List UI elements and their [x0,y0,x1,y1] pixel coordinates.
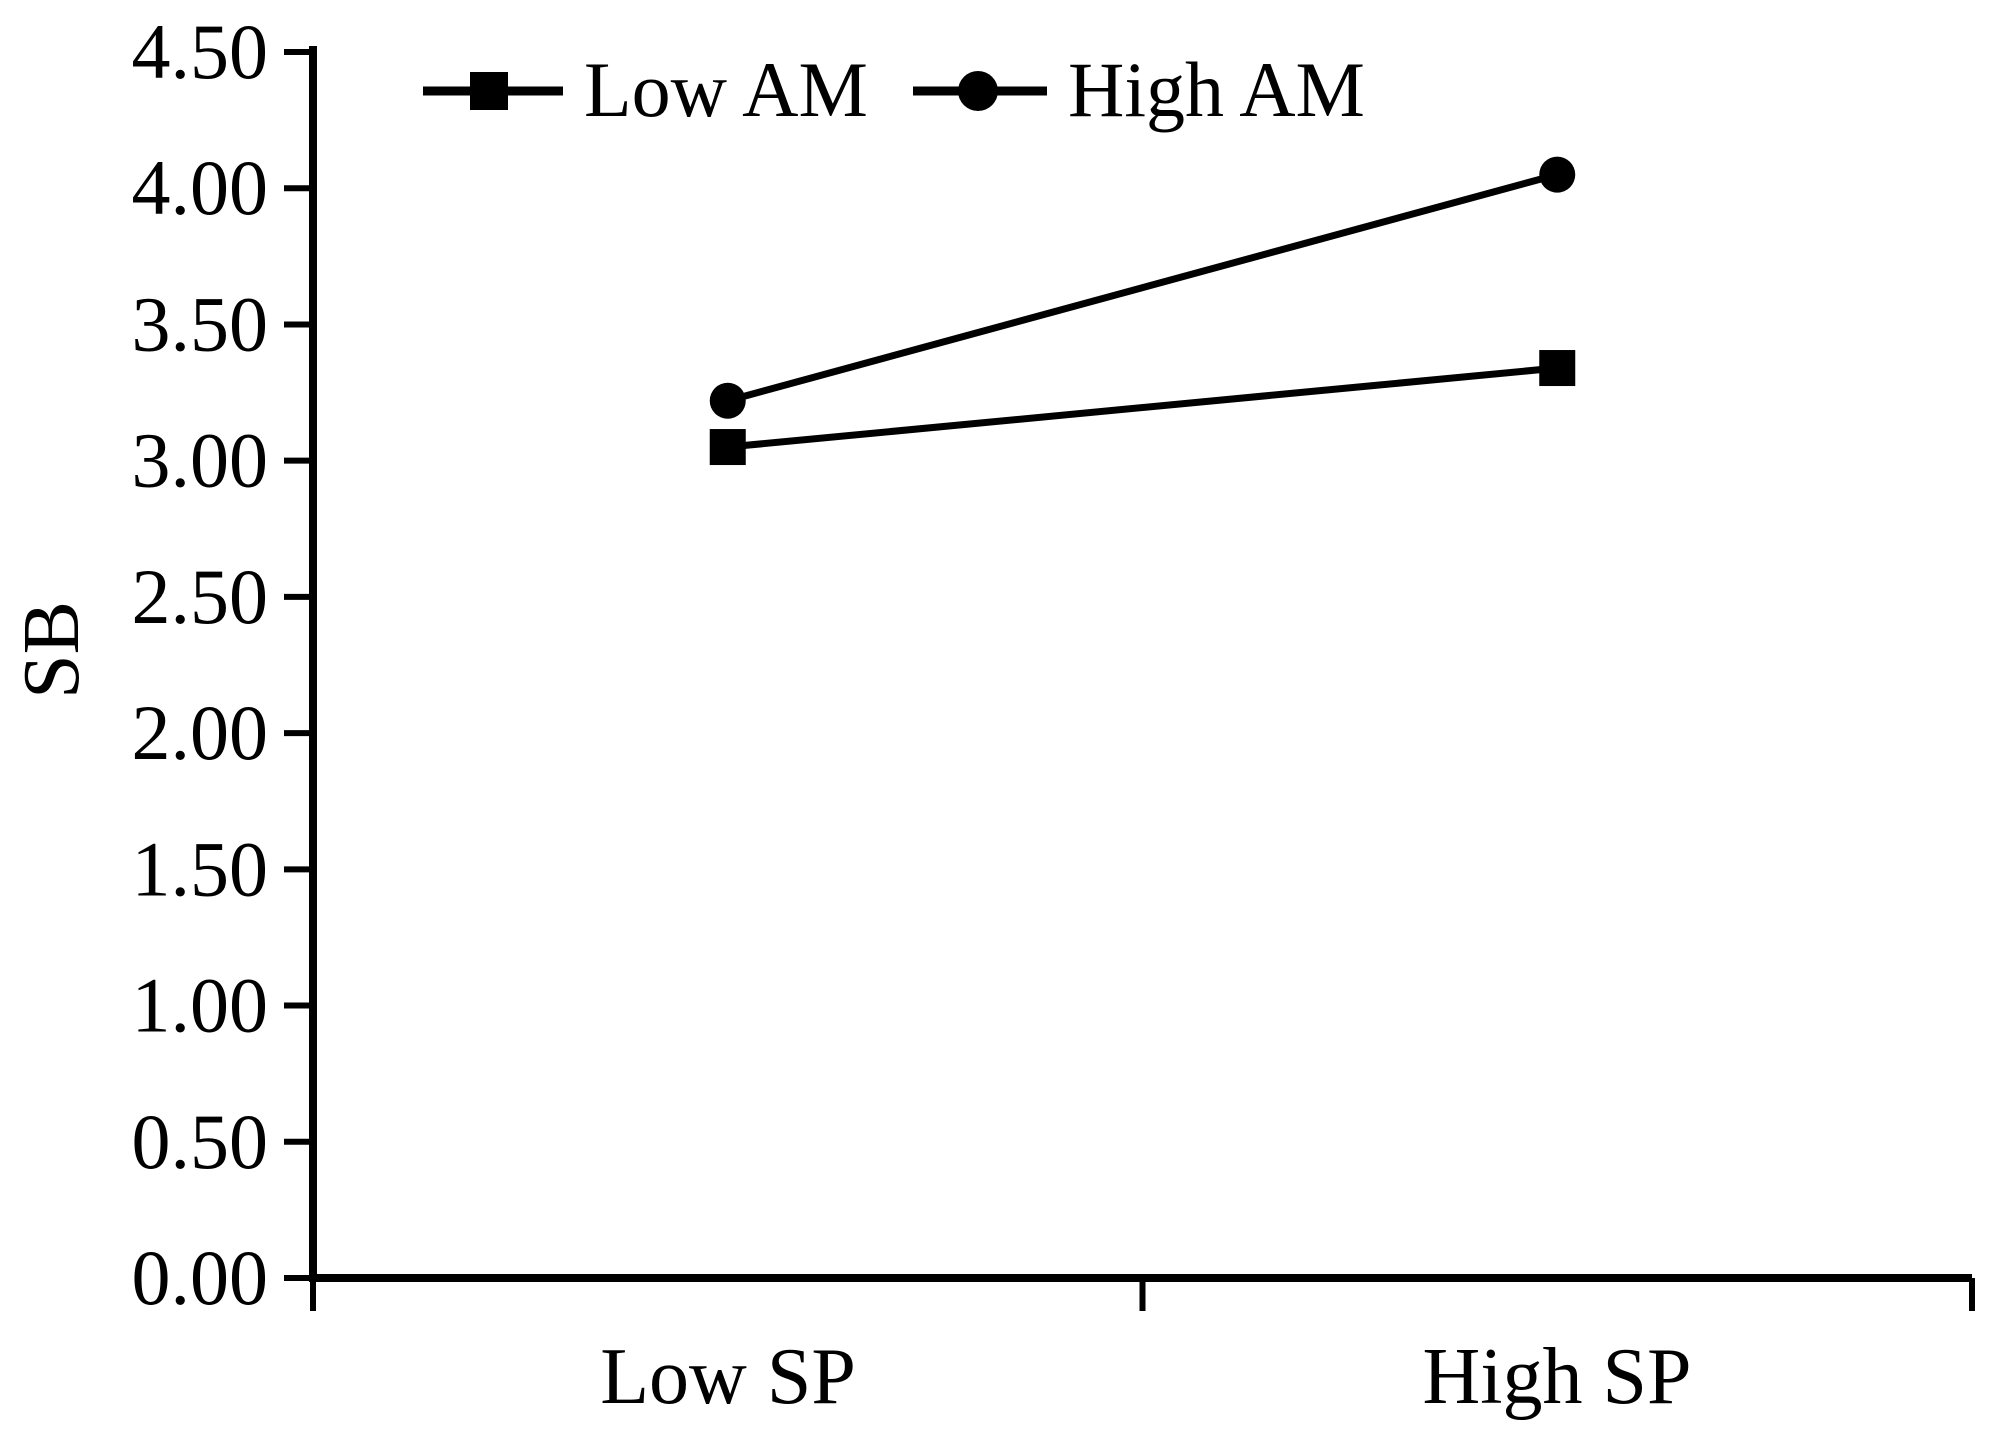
x-category-label-high-sp: High SP [1423,1333,1692,1421]
data-point-circle-marker [1539,156,1576,193]
x-ticks [310,1278,1975,1311]
series-layer [709,156,1576,466]
y-tick-label: 0.00 [132,1234,269,1321]
y-tick-label: 3.00 [132,417,269,504]
y-axis-title: SB [8,601,96,699]
y-axis: 0.00 0.50 1.00 1.50 2.00 2.50 3.00 3.50 4.00 4.50… [8,8,317,1321]
y-tick-labels: 0.00 0.50 1.00 1.50 2.00 2.50 3.00 3.50 4.00 4.50 [132,8,269,1321]
legend-entry-low-am: Low AM [423,46,868,133]
legend: Low AM High AM [423,46,1365,133]
legend-label-high-am: High AM [1068,46,1365,133]
series-line-low-am [727,364,1558,451]
legend-square-marker-icon [470,72,508,110]
y-tick-label: 1.00 [132,962,269,1049]
legend-entry-high-am: High AM [913,46,1365,133]
legend-label-low-am: Low AM [584,46,868,133]
data-point-circle-marker [709,382,746,419]
y-tick-label: 3.50 [132,280,269,367]
x-axis: Low SP High SP [309,1274,1975,1421]
data-point-square-marker [1539,350,1576,387]
y-tick-label: 1.50 [132,825,269,912]
y-ticks [284,49,313,1281]
y-tick-label: 0.50 [132,1098,269,1185]
y-tick-label: 4.50 [132,8,269,95]
y-tick-label: 2.00 [132,689,269,776]
legend-circle-marker-icon [958,71,998,111]
x-category-label-low-sp: Low SP [600,1333,856,1421]
series-line-high-am [726,171,1559,405]
y-tick-label: 4.00 [132,144,269,231]
data-point-square-marker [709,429,746,466]
y-tick-label: 2.50 [132,553,269,640]
